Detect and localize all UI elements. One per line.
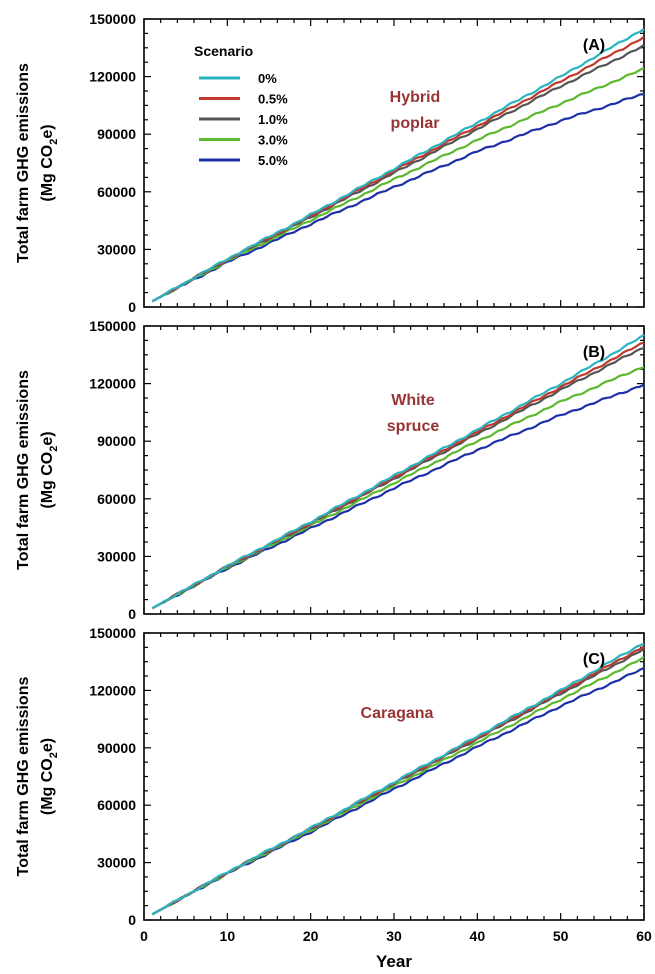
y-tick-label: 150000 <box>89 11 136 27</box>
series-line-0pct <box>151 642 645 916</box>
y-tick-label: 60000 <box>97 797 136 813</box>
legend-label: 5.0% <box>258 153 288 168</box>
y-tick-label: 150000 <box>89 318 136 334</box>
panel-label: (A) <box>583 37 605 54</box>
legend-label: 3.0% <box>258 133 288 148</box>
y-tick-label: 30000 <box>97 548 136 564</box>
y-axis-title: Total farm GHG emissions <box>15 677 32 877</box>
legend-title: Scenario <box>194 43 253 59</box>
x-axis-title: Year <box>376 952 412 971</box>
y-tick-label: 90000 <box>97 740 136 756</box>
species-annotation: Caragana <box>361 705 434 722</box>
y-tick-label: 0 <box>128 606 136 622</box>
y-tick-label: 90000 <box>97 433 136 449</box>
y-tick-label: 120000 <box>89 69 136 85</box>
legend-label: 0% <box>258 71 277 86</box>
x-tick-label: 20 <box>303 928 319 944</box>
series-line-5p0pct <box>151 93 645 303</box>
x-tick-label: 30 <box>386 928 402 944</box>
chart-panel-1: 0 30000 60000 90000 120000 150000 Total farm G… <box>15 11 645 315</box>
x-tick-label: 10 <box>220 928 236 944</box>
panel-label: (C) <box>583 651 605 668</box>
y-tick-label: 90000 <box>97 126 136 142</box>
y-axis-title: Total farm GHG emissions <box>15 370 32 570</box>
y-tick-label: 0 <box>128 912 136 928</box>
legend: Scenario 0% 0.5% 1.0% 3.0% 5.0% <box>194 43 288 168</box>
y-axis-unit: (Mg CO2e) <box>39 124 60 201</box>
y-tick-label: 120000 <box>89 376 136 392</box>
series-line-0pct <box>151 333 645 610</box>
panel-label: (B) <box>583 344 605 361</box>
y-unit-subscript: 2 <box>48 446 60 452</box>
x-tick-label: 0 <box>140 928 148 944</box>
legend-label: 0.5% <box>258 92 288 107</box>
x-tick-label: 60 <box>636 928 652 944</box>
y-tick-label: 60000 <box>97 184 136 200</box>
y-unit-part: (Mg CO <box>39 758 56 815</box>
y-unit-subscript: 2 <box>48 752 60 758</box>
y-tick-label: 30000 <box>97 855 136 871</box>
y-axis-unit: (Mg CO2e) <box>39 431 60 508</box>
legend-label: 1.0% <box>258 112 288 127</box>
chart-panel-2: 0 30000 60000 90000 120000 150000 Total farm G… <box>15 318 645 622</box>
y-unit-part: e) <box>39 124 56 138</box>
species-annotation: poplar <box>391 115 440 132</box>
y-unit-part: (Mg CO <box>39 452 56 509</box>
species-annotation: Hybrid <box>390 89 441 106</box>
series-line-0p5pct <box>151 35 645 303</box>
y-unit-part: e) <box>39 738 56 752</box>
y-unit-part: e) <box>39 431 56 445</box>
chart-panel-3: 0 30000 60000 90000 120000 150000 0 10 20 30 40 50 6… <box>15 625 652 971</box>
x-tick-label: 50 <box>553 928 569 944</box>
y-unit-part: (Mg CO <box>39 145 56 202</box>
y-tick-label: 150000 <box>89 625 136 641</box>
series-line-0pct <box>151 28 645 303</box>
y-tick-label: 60000 <box>97 491 136 507</box>
y-axis-title: Total farm GHG emissions <box>15 63 32 263</box>
species-annotation: spruce <box>387 418 440 435</box>
y-axis-unit: (Mg CO2e) <box>39 738 60 815</box>
y-tick-label: 120000 <box>89 682 136 698</box>
y-tick-label: 0 <box>128 299 136 315</box>
x-tick-label: 40 <box>470 928 486 944</box>
y-tick-label: 30000 <box>97 241 136 257</box>
y-unit-subscript: 2 <box>48 139 60 145</box>
species-annotation: White <box>391 392 435 409</box>
